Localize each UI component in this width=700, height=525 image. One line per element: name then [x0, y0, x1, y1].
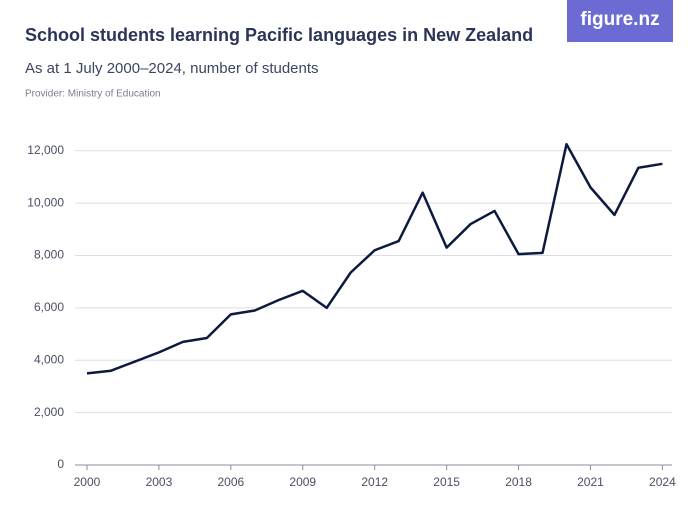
logo-box: [567, 0, 673, 42]
y-tick-label: 10,000: [27, 195, 64, 209]
x-tick-label: 2024: [649, 475, 676, 489]
x-tick-label: 2000: [74, 475, 101, 489]
y-tick-label: 12,000: [27, 143, 64, 157]
y-tick-label: 2,000: [34, 405, 64, 419]
x-tick-label: 2012: [361, 475, 388, 489]
y-tick-label: 4,000: [34, 352, 64, 366]
source: Provider: Ministry of Education: [25, 89, 161, 100]
data-line: [86, 142, 663, 375]
x-tick-label: 2009: [289, 475, 316, 489]
y-tick-label: 0: [57, 457, 64, 471]
x-tick-label: 2021: [577, 475, 604, 489]
x-tick-label: 2003: [146, 475, 173, 489]
y-tick-label: 6,000: [34, 300, 64, 314]
chart-title: School students learning Pacific languag…: [25, 25, 533, 45]
logo: figure.nz: [580, 9, 659, 30]
x-tick-label: 2006: [217, 475, 244, 489]
y-tick-label: 8,000: [34, 248, 64, 262]
chart-subtitle: As at 1 July 2000–2024, number of studen…: [25, 60, 319, 77]
x-tick-label: 2015: [433, 475, 460, 489]
x-tick-label: 2018: [505, 475, 532, 489]
